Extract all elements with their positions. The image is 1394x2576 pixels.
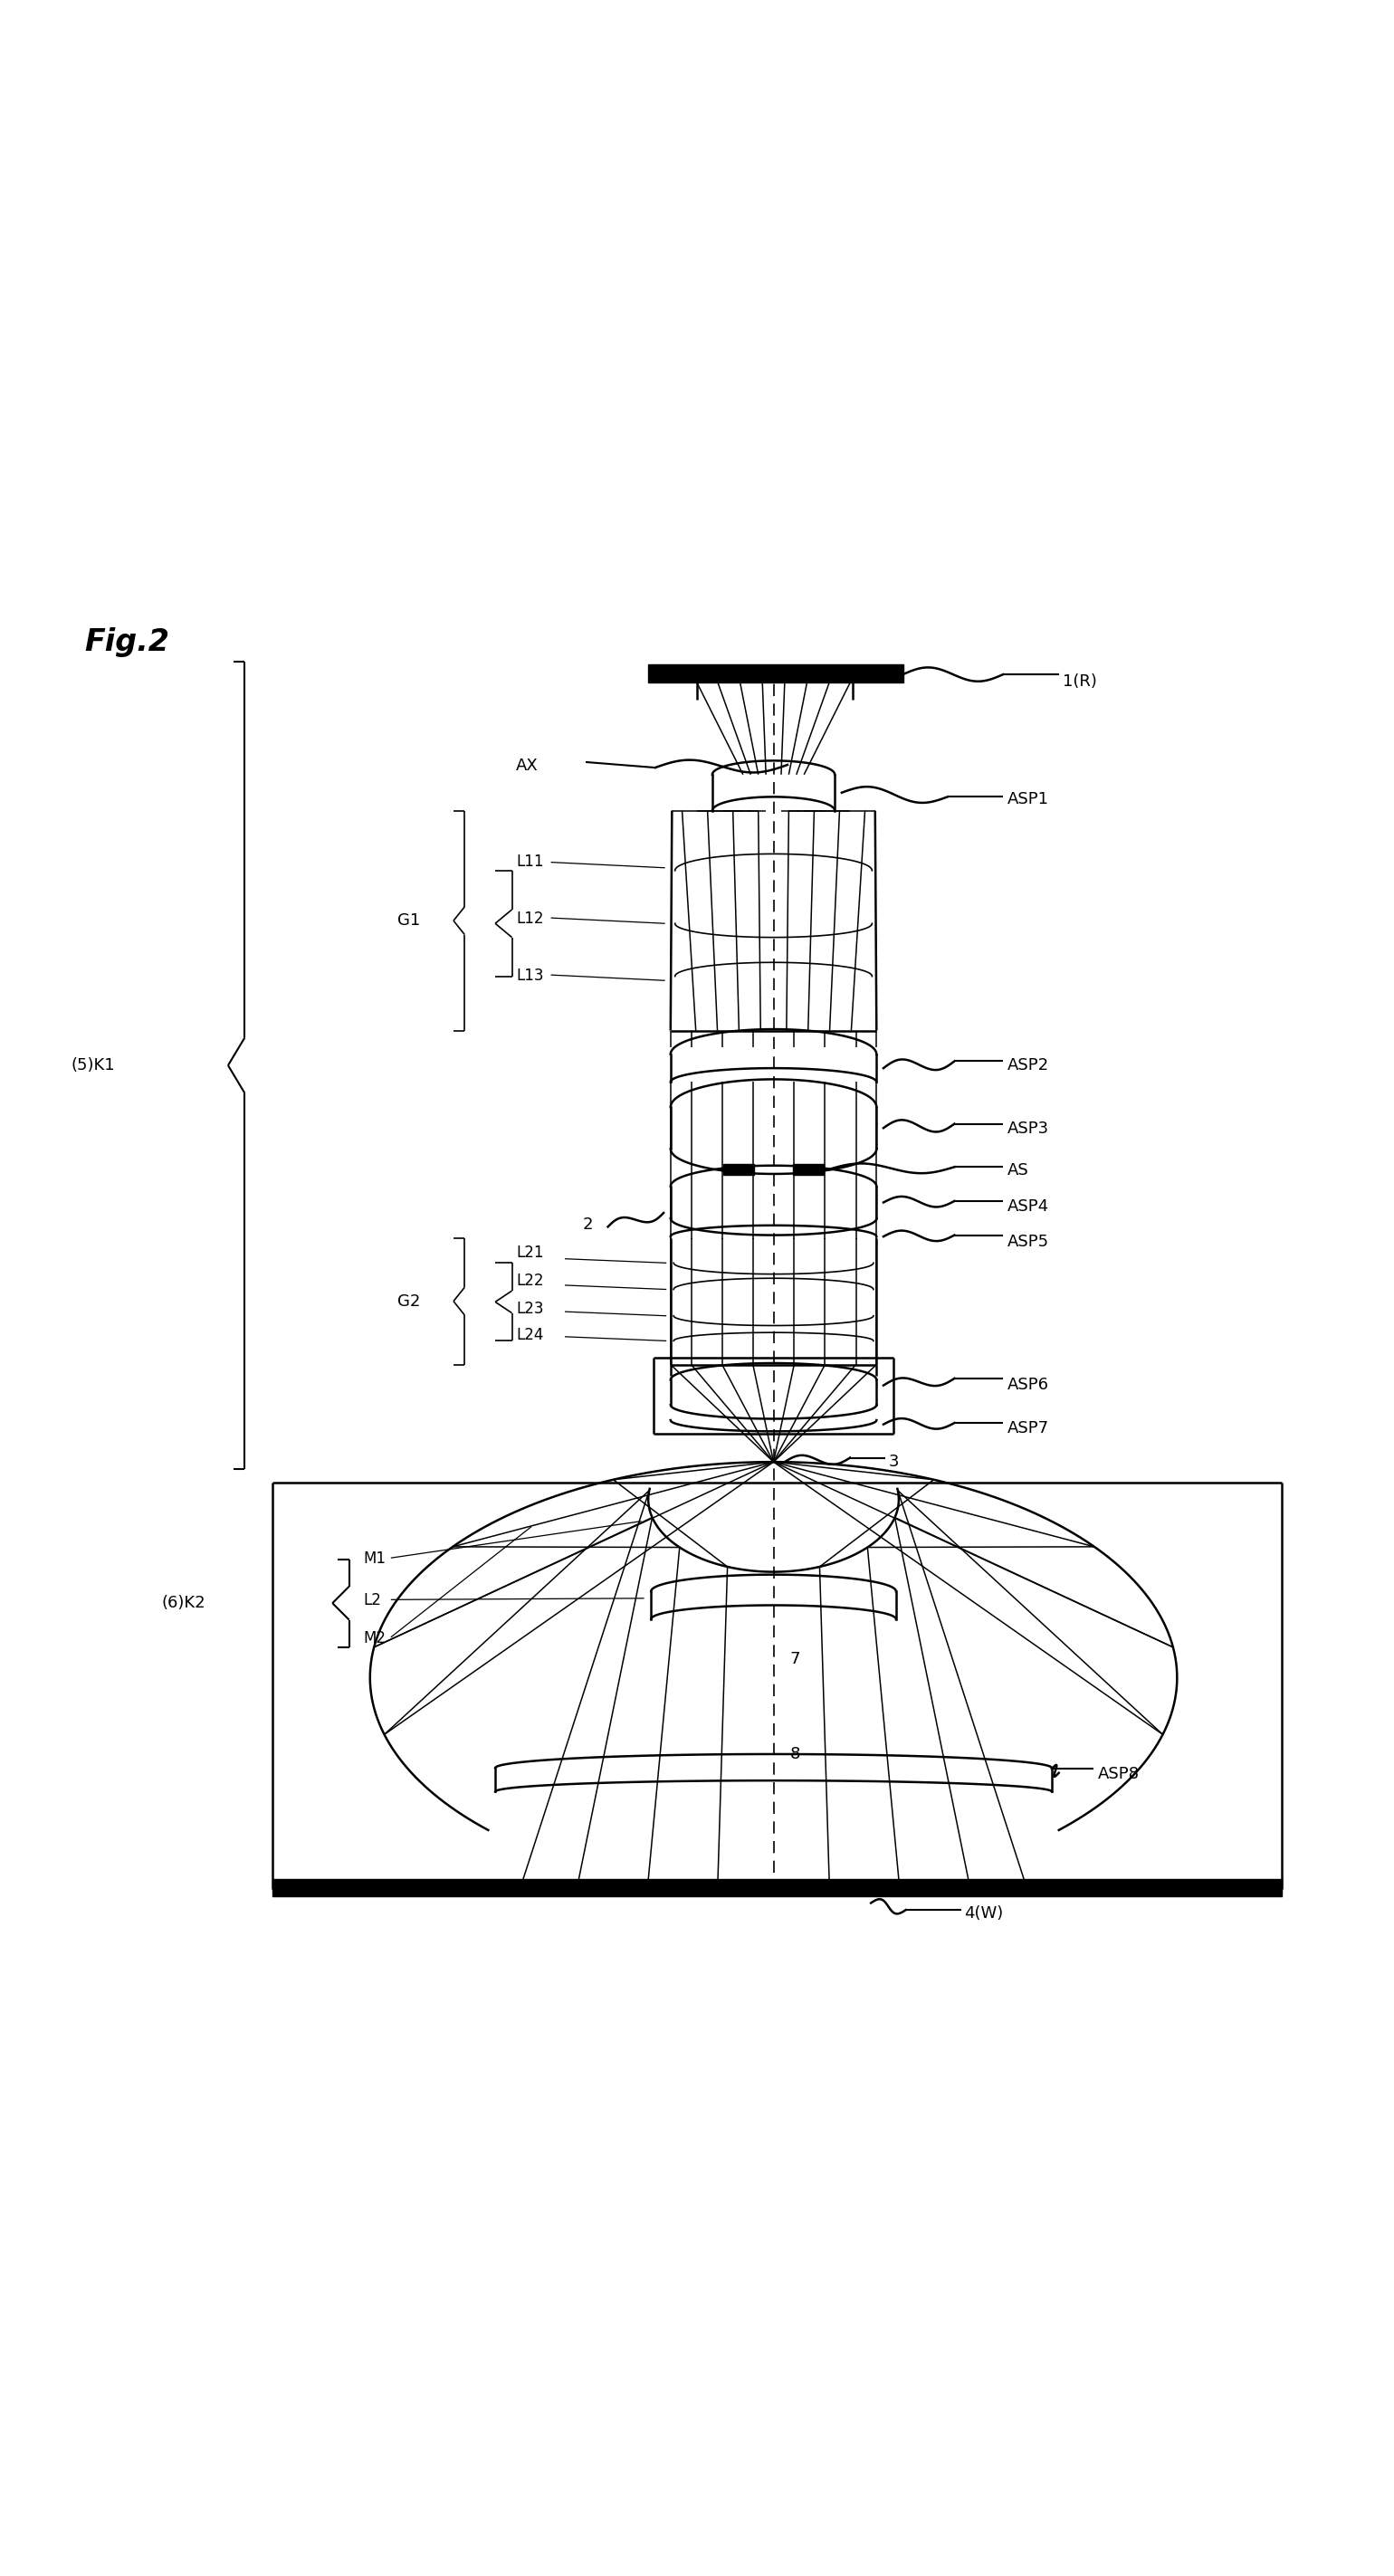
Text: ASP4: ASP4	[1008, 1198, 1050, 1213]
Text: L12: L12	[516, 912, 544, 927]
Text: L22: L22	[516, 1273, 544, 1288]
Text: M2: M2	[362, 1631, 386, 1646]
Text: M1: M1	[362, 1551, 386, 1566]
Text: (6)K2: (6)K2	[162, 1595, 205, 1613]
Text: L21: L21	[516, 1244, 544, 1262]
Text: G1: G1	[397, 912, 421, 930]
Bar	[273, 1880, 1281, 1896]
Text: L2: L2	[362, 1592, 381, 1610]
Text: 1(R): 1(R)	[1064, 672, 1097, 690]
Text: AX: AX	[516, 757, 538, 773]
Text: L11: L11	[516, 853, 544, 871]
Text: ASP8: ASP8	[1097, 1765, 1139, 1783]
Text: ASP5: ASP5	[1008, 1234, 1050, 1249]
Text: ASP7: ASP7	[1008, 1419, 1050, 1437]
Text: ASP2: ASP2	[1008, 1056, 1050, 1074]
Text: G2: G2	[397, 1293, 421, 1309]
Text: 4(W): 4(W)	[965, 1906, 1004, 1922]
Text: 7: 7	[790, 1651, 800, 1667]
Text: AS: AS	[1008, 1162, 1029, 1180]
Bar	[723, 1164, 754, 1175]
Text: 3: 3	[889, 1453, 899, 1471]
Bar	[648, 665, 903, 683]
Text: L23: L23	[516, 1301, 544, 1316]
Text: ASP1: ASP1	[1008, 791, 1048, 806]
Text: ASP6: ASP6	[1008, 1378, 1048, 1394]
Text: L13: L13	[516, 969, 544, 984]
Text: 2: 2	[583, 1216, 594, 1234]
Text: (5)K1: (5)K1	[71, 1056, 114, 1074]
Text: 8: 8	[790, 1747, 800, 1762]
Text: Fig.2: Fig.2	[85, 626, 170, 657]
Bar	[793, 1164, 824, 1175]
Text: ASP3: ASP3	[1008, 1121, 1050, 1136]
Text: L24: L24	[516, 1327, 544, 1342]
